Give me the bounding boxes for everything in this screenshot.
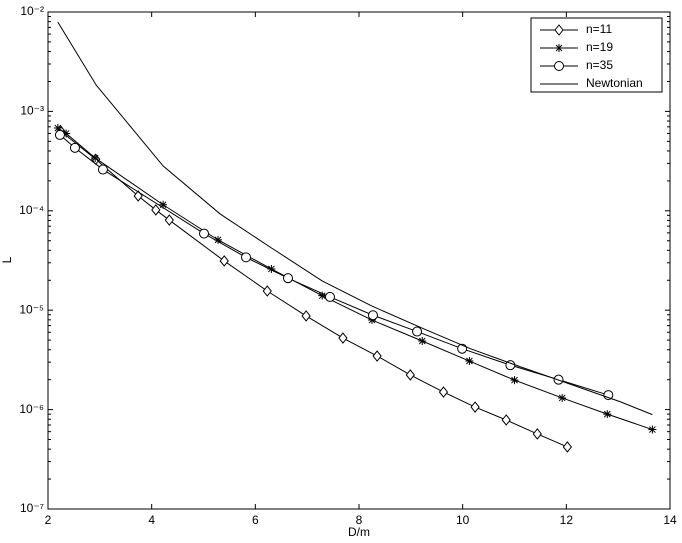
y-tick-label: 10⁻⁶ [19, 402, 44, 416]
marker [164, 214, 174, 226]
x-tick-label: 12 [560, 513, 574, 527]
marker [267, 264, 276, 273]
x-tick-label: 6 [252, 513, 259, 527]
marker [532, 428, 542, 440]
marker [558, 393, 567, 402]
x-axis-label: D/m [348, 525, 370, 539]
y-tick-label: 10⁻³ [20, 104, 44, 118]
marker [648, 425, 657, 434]
marker [418, 336, 427, 345]
x-tick-label: 14 [663, 513, 677, 527]
marker [367, 310, 378, 321]
marker [301, 310, 311, 322]
marker [405, 369, 415, 381]
series-line [57, 21, 653, 416]
y-tick-label: 10⁻⁷ [20, 501, 44, 515]
marker [97, 164, 108, 175]
legend-label: Newtonian [586, 76, 643, 90]
marker [262, 285, 272, 297]
series-line [57, 127, 653, 431]
marker [510, 376, 519, 385]
marker [214, 235, 223, 244]
marker [199, 228, 210, 239]
marker [501, 414, 511, 426]
marker [219, 255, 229, 267]
marker [465, 357, 474, 366]
legend-label: n=19 [586, 40, 613, 54]
marker [69, 142, 80, 153]
series-line [59, 134, 609, 396]
marker [62, 129, 71, 138]
marker [554, 61, 564, 71]
x-tick-label: 2 [45, 513, 52, 527]
marker [91, 153, 100, 162]
marker [603, 410, 612, 419]
x-tick-label: 4 [148, 513, 155, 527]
marker [438, 386, 449, 398]
marker [324, 291, 335, 302]
marker [554, 24, 564, 36]
marker [555, 44, 563, 52]
y-tick-label: 10⁻⁵ [19, 302, 44, 316]
marker [159, 200, 168, 209]
marker [338, 332, 348, 344]
marker [241, 252, 252, 263]
marker [412, 326, 423, 337]
series-line [60, 130, 568, 448]
y-tick-label: 10⁻⁴ [19, 203, 44, 217]
marker [53, 124, 62, 133]
x-tick-label: 10 [456, 513, 470, 527]
marker [603, 390, 614, 401]
y-tick-label: 10⁻² [20, 4, 44, 18]
marker [470, 401, 480, 413]
legend-label: n=35 [586, 58, 613, 72]
marker [318, 291, 327, 300]
x-tick-label: 8 [356, 513, 363, 527]
marker [151, 204, 161, 216]
marker [54, 129, 65, 140]
marker [372, 350, 382, 362]
y-axis-label: L [0, 256, 14, 263]
marker [282, 273, 293, 284]
legend-label: n=11 [586, 22, 612, 36]
marker [562, 441, 573, 453]
